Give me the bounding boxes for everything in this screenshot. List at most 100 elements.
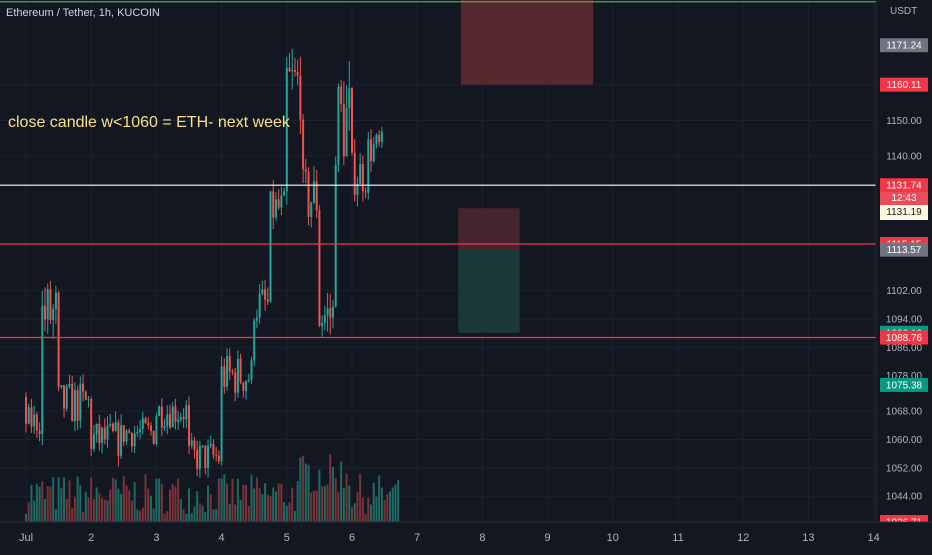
volume-bar <box>174 486 177 522</box>
volume-bar <box>380 487 383 522</box>
x-tick-label: 7 <box>414 532 420 544</box>
candle-body <box>46 289 49 320</box>
volume-bar <box>63 477 66 522</box>
candle <box>95 423 98 443</box>
candle-body <box>98 423 101 444</box>
candle <box>179 412 182 423</box>
x-tick-label: 6 <box>349 532 355 544</box>
volume-bar <box>340 461 343 522</box>
candle-body <box>331 306 334 318</box>
candle <box>73 382 76 432</box>
volume-bar <box>82 511 85 522</box>
price-label: 1075.38 <box>880 377 928 392</box>
candle-body <box>356 183 359 195</box>
candle-body <box>130 432 133 447</box>
candle <box>231 369 234 376</box>
volume-bar <box>128 490 131 522</box>
volume-bar <box>234 504 237 522</box>
candle-body <box>68 384 71 387</box>
volume-bar <box>147 488 150 522</box>
volume-bar <box>269 496 272 522</box>
candle-body <box>144 418 147 424</box>
candle-body <box>277 199 280 208</box>
volume-bar <box>391 487 394 522</box>
volume-bar <box>250 474 253 522</box>
x-tick-label: 13 <box>802 532 814 544</box>
candle-body <box>182 417 185 420</box>
volume-bar <box>125 485 128 522</box>
candle-body <box>196 449 199 470</box>
volume-bar <box>217 478 220 522</box>
volume-bar <box>359 474 362 522</box>
candle-body <box>348 88 351 109</box>
volume-bar <box>288 502 291 522</box>
candle <box>149 421 152 436</box>
candle <box>364 187 367 199</box>
candle-body <box>125 430 128 442</box>
candle-body <box>283 191 286 196</box>
candle-body <box>272 191 275 218</box>
volume-bar <box>57 477 60 522</box>
volume-bar <box>283 502 286 522</box>
currency-label[interactable]: USDT <box>890 6 918 17</box>
candle <box>44 287 47 332</box>
candle-body <box>190 440 193 446</box>
candle <box>361 155 364 202</box>
x-tick-label: 3 <box>153 532 159 544</box>
candle-body <box>234 372 237 393</box>
candle <box>253 318 256 366</box>
candle <box>68 374 71 389</box>
volume-bar <box>185 513 188 522</box>
countdown-label: 12:43 <box>880 192 928 205</box>
candle-body <box>90 398 93 449</box>
candle <box>269 190 272 303</box>
volume-bar <box>331 467 334 522</box>
candle-body <box>166 414 169 427</box>
candle-body <box>223 366 226 387</box>
price-label-text: 1088.76 <box>886 333 923 344</box>
volume-bar <box>190 513 193 522</box>
candle <box>136 425 139 437</box>
candle <box>337 83 340 173</box>
volume-bar <box>158 478 161 522</box>
candle <box>79 376 82 429</box>
volume-bar <box>386 494 389 522</box>
y-tick-label: 1060.00 <box>886 435 923 446</box>
candle-body <box>378 134 381 142</box>
y-tick-label: 1086.00 <box>886 343 923 354</box>
candle-body <box>280 195 283 208</box>
candle <box>185 400 188 428</box>
volume-bar <box>103 499 106 522</box>
candle-body <box>340 86 343 104</box>
candle-body <box>106 425 109 440</box>
volume-bar <box>25 513 27 522</box>
candle <box>204 445 207 475</box>
volume-bar <box>389 491 392 522</box>
volume-bar <box>370 504 373 522</box>
candle-body <box>217 455 220 462</box>
volume-bar <box>49 486 52 522</box>
candle <box>90 396 93 457</box>
volume-bar <box>378 475 381 522</box>
candle-body <box>310 202 313 217</box>
candle <box>82 374 85 402</box>
volume-bar <box>348 485 351 522</box>
candle <box>57 291 60 392</box>
volume-bar <box>79 484 82 522</box>
x-tick-label: 12 <box>737 532 749 544</box>
candle <box>60 385 63 389</box>
x-tick-label: 14 <box>867 532 879 544</box>
volume-bar <box>356 491 359 522</box>
volume-bar <box>204 511 207 522</box>
candle <box>46 283 49 334</box>
x-tick-label: 11 <box>672 532 683 544</box>
candle <box>342 81 345 166</box>
candle <box>147 417 150 430</box>
candle <box>190 432 193 449</box>
volume-bar <box>261 494 264 522</box>
candle <box>351 87 353 156</box>
volume-bar <box>307 465 310 522</box>
candle <box>299 56 302 135</box>
